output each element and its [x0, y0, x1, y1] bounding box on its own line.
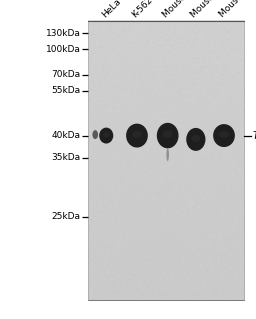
Ellipse shape [219, 131, 229, 138]
Text: Mouse heart: Mouse heart [161, 0, 208, 19]
Ellipse shape [166, 148, 169, 161]
Ellipse shape [126, 124, 148, 148]
Text: 40kDa: 40kDa [52, 131, 81, 140]
Ellipse shape [92, 130, 98, 139]
Ellipse shape [186, 128, 206, 151]
Ellipse shape [213, 124, 235, 147]
Bar [88, 21, 244, 300]
Text: HeLa: HeLa [100, 0, 122, 19]
Text: 100kDa: 100kDa [46, 45, 81, 54]
Ellipse shape [157, 123, 179, 148]
Ellipse shape [132, 131, 142, 138]
Text: 130kDa: 130kDa [46, 29, 81, 38]
Ellipse shape [191, 135, 200, 142]
Text: K-562: K-562 [131, 0, 155, 19]
Ellipse shape [163, 130, 173, 138]
Ellipse shape [99, 128, 113, 144]
Text: 25kDa: 25kDa [52, 212, 81, 221]
Ellipse shape [103, 132, 109, 137]
Text: TMOD1: TMOD1 [252, 130, 256, 141]
Text: 35kDa: 35kDa [51, 153, 81, 162]
Text: Mouse skeletal muscle: Mouse skeletal muscle [189, 0, 256, 19]
Text: 70kDa: 70kDa [51, 70, 81, 79]
Text: Mouse lung: Mouse lung [218, 0, 256, 19]
Text: 55kDa: 55kDa [51, 86, 81, 95]
